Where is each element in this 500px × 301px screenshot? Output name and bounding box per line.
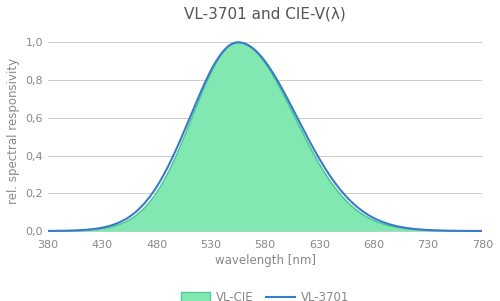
- Legend: VL-CIE, VL-3701: VL-CIE, VL-3701: [176, 286, 354, 301]
- Y-axis label: rel. spectral responsivity: rel. spectral responsivity: [7, 58, 20, 204]
- Title: VL-3701 and CIE-V(λ): VL-3701 and CIE-V(λ): [184, 7, 346, 22]
- X-axis label: wavelength [nm]: wavelength [nm]: [214, 254, 316, 267]
